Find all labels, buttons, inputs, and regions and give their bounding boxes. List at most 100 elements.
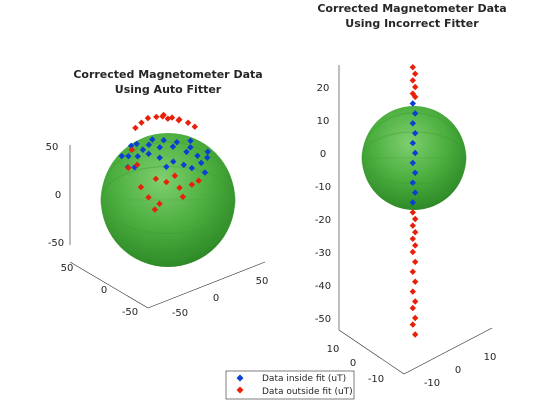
- left-z-tick: 0: [55, 190, 61, 201]
- right-x-tick: 0: [455, 365, 461, 376]
- right-point-outside: [409, 288, 416, 295]
- left-point-inside: [145, 141, 153, 148]
- right-point-outside: [409, 248, 416, 256]
- right-z-tick: 0: [320, 149, 326, 160]
- left-points: [118, 111, 211, 213]
- right-point-inside: [412, 189, 419, 196]
- left-point-outside: [145, 194, 152, 201]
- right-point-inside: [412, 110, 419, 117]
- left-sphere: [100, 133, 236, 267]
- left-point-inside: [204, 148, 211, 155]
- right-z-tick: -50: [315, 314, 331, 325]
- left-y-tick: 0: [101, 285, 107, 296]
- left-y-tick: -50: [122, 307, 138, 318]
- left-point-outside: [151, 206, 159, 213]
- right-point-inside: [409, 100, 416, 107]
- legend-label-inside: Data inside fit (uT): [262, 374, 346, 384]
- left-point-inside: [149, 136, 156, 143]
- left-point-outside: [152, 175, 160, 183]
- right-point-inside: [409, 139, 416, 147]
- right-point-outside: [412, 70, 419, 77]
- left-point-inside: [156, 154, 163, 161]
- left-point-outside: [164, 115, 172, 122]
- left-point-inside: [170, 158, 177, 165]
- left-point-outside: [159, 113, 166, 120]
- right-y-axis-line: [338, 329, 405, 375]
- right-point-outside: [409, 77, 416, 84]
- left-x-tick: 0: [213, 293, 219, 304]
- left-point-outside: [188, 181, 196, 188]
- right-point-outside: [412, 298, 419, 305]
- left-point-inside: [169, 143, 177, 150]
- right-x-tick: 10: [484, 352, 497, 363]
- right-point-outside: [409, 321, 416, 328]
- left-point-inside: [188, 164, 196, 172]
- right-z-tick: 20: [317, 83, 330, 94]
- left-point-outside: [156, 200, 163, 207]
- left-point-outside: [195, 177, 202, 184]
- right-point-outside: [409, 235, 416, 242]
- left-point-outside: [184, 119, 192, 126]
- left-sphere-band: [100, 141, 236, 259]
- right-plot: Corrected Magnetometer Data Using Incorr…: [315, 2, 507, 389]
- left-sphere-band: [100, 141, 236, 259]
- right-points: [409, 64, 419, 338]
- right-point-outside: [412, 314, 419, 322]
- right-point-outside: [412, 258, 419, 266]
- left-point-outside: [171, 172, 179, 179]
- left-point-inside: [145, 150, 152, 158]
- right-point-inside: [412, 130, 419, 137]
- left-point-inside: [173, 138, 181, 146]
- right-point-inside: [409, 120, 416, 127]
- left-point-inside: [118, 152, 125, 160]
- right-y-tick: 10: [327, 344, 340, 355]
- legend-marker-outside: [236, 386, 244, 394]
- left-x-axis-line: [147, 261, 266, 309]
- right-point-outside: [412, 215, 419, 223]
- right-point-outside: [409, 304, 416, 312]
- left-point-outside: [125, 164, 132, 172]
- right-point-outside: [412, 93, 419, 101]
- left-point-inside: [183, 148, 190, 156]
- right-point-inside: [409, 179, 416, 186]
- right-x-tick: -10: [424, 378, 440, 389]
- right-sphere-surface: [362, 105, 466, 210]
- left-plot-title-line2: Using Auto Fitter: [115, 83, 222, 96]
- left-point-outside: [176, 184, 183, 192]
- left-point-inside: [187, 137, 194, 144]
- left-point-inside: [133, 140, 140, 148]
- left-point-inside: [134, 153, 141, 160]
- right-point-outside: [409, 222, 416, 229]
- right-point-inside: [412, 169, 419, 176]
- left-y-tick: 50: [61, 263, 74, 274]
- right-z-tick: -20: [315, 215, 331, 226]
- legend-box: [225, 370, 355, 400]
- right-y-tick: 0: [350, 358, 356, 369]
- legend: Data inside fit (uT) Data outside fit (u…: [225, 370, 355, 400]
- left-point-inside: [139, 146, 147, 153]
- left-point-inside: [127, 142, 135, 149]
- left-y-axis-line: [69, 261, 149, 309]
- left-point-outside: [128, 146, 136, 154]
- right-point-inside: [409, 159, 416, 167]
- left-point-inside: [160, 137, 167, 144]
- right-point-inside: [412, 149, 419, 157]
- left-x-tick: 50: [256, 276, 269, 287]
- left-point-inside: [194, 152, 201, 159]
- left-point-outside: [153, 113, 160, 121]
- left-point-inside: [180, 161, 188, 169]
- right-plot-title-line2: Using Incorrect Fitter: [345, 17, 479, 30]
- right-z-tick: -30: [315, 248, 331, 259]
- legend-marker-inside: [236, 374, 244, 382]
- right-y-tick: -10: [368, 374, 384, 385]
- left-point-outside: [175, 117, 182, 124]
- left-point-inside: [204, 154, 211, 161]
- left-point-inside: [201, 169, 209, 176]
- right-point-outside: [412, 331, 419, 338]
- left-point-inside: [163, 163, 170, 170]
- left-point-outside: [191, 123, 198, 130]
- left-plot-title-line1: Corrected Magnetometer Data: [73, 68, 262, 81]
- left-point-outside: [179, 193, 187, 200]
- right-point-outside: [409, 90, 416, 97]
